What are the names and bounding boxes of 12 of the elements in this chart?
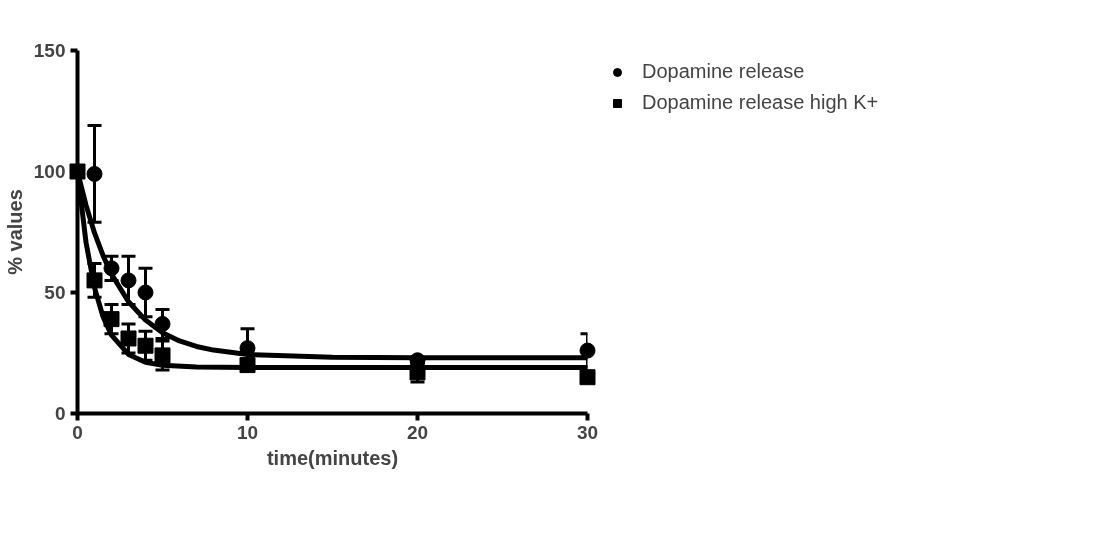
legend-label: Dopamine release: [642, 60, 805, 83]
y-tick-label: 0: [54, 403, 66, 424]
x-tick-label: 30: [576, 421, 599, 443]
y-tick-label: 150: [33, 40, 66, 61]
x-tick-label: 20: [406, 421, 429, 443]
y-tick-label: 50: [44, 282, 66, 303]
y-axis-title: % values: [3, 189, 26, 275]
legend-label: Dopamine release high K+: [642, 91, 879, 114]
x-axis-title: time(minutes): [266, 446, 399, 469]
y-tick-label: 100: [33, 161, 66, 182]
x-tick-label: 10: [236, 421, 259, 443]
x-tick-label: 0: [72, 421, 83, 443]
